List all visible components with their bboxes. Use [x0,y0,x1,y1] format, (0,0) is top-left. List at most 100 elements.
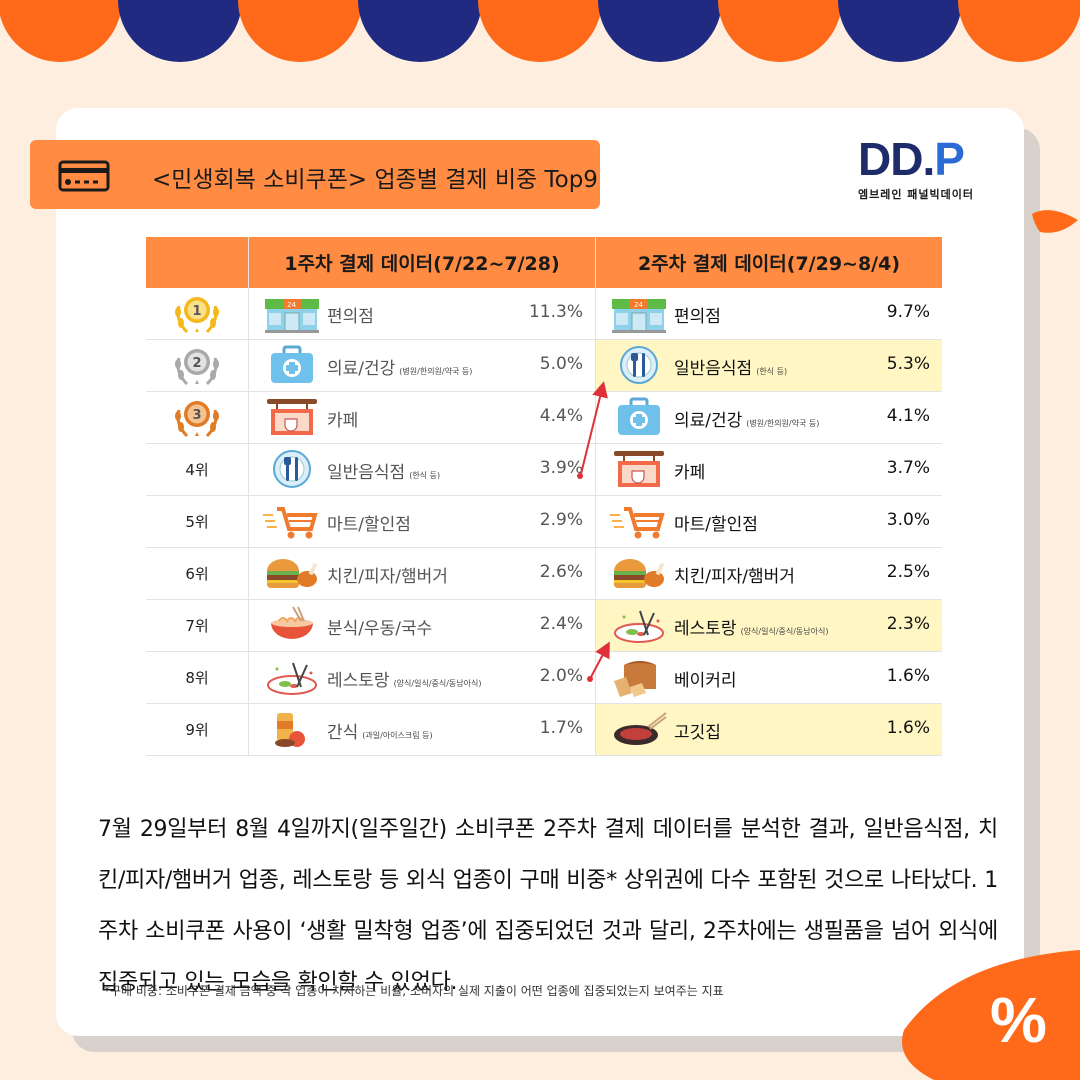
share-percent: 1.6% [886,666,930,686]
logo-mark: DD. [858,133,935,185]
share-percent: 2.3% [886,614,930,634]
rank-label: 4위 [185,461,209,479]
share-percent: 2.5% [886,562,930,582]
scallop [358,0,482,62]
rank-cell: 7위 [146,599,249,652]
category-label: 레스토랑 [674,619,737,639]
category-label: 베이커리 [674,671,737,691]
week2-cell: 카페 3.7% [595,443,942,496]
category-name: 분식/우동/국수 [327,614,432,639]
category-name: 의료/건강 (병원/한의원/약국 등) [674,406,819,431]
week1-cell: 분식/우동/국수 2.4% [248,599,596,652]
category-label: 의료/건강 [674,411,743,431]
bread-icon [610,657,668,697]
week2-cell: 고깃집 1.6% [595,703,942,756]
ranking-table: 1주차 결제 데이터(7/22~7/28) 2주차 결제 데이터(7/29~8/… [146,237,942,756]
category-note: (병원/한의원/약국 등) [746,419,820,428]
rank-cell: 6위 [146,547,249,600]
ddp-logo: DD.P 엠브레인 패널빅데이터 [858,136,998,206]
share-percent: 2.0% [539,666,583,686]
category-label: 편의점 [674,307,721,327]
week1-cell: 일반음식점 (한식 등) 3.9% [248,443,596,496]
rank-cell: 8위 [146,651,249,704]
share-percent: 5.0% [539,354,583,374]
rank-label: 9위 [185,721,209,739]
share-percent: 3.7% [886,458,930,478]
table-row: 7위 분식/우동/국수 2.4% 레스토랑 (양식/일식/중식/동남아식) 2.3% [146,599,942,652]
logo-subtitle: 엠브레인 패널빅데이터 [858,188,975,201]
category-label: 카페 [674,463,706,483]
category-label: 간식 [327,723,359,743]
analysis-paragraph: 7월 29일부터 8월 4일까지(일주일간) 소비쿠폰 2주차 결제 데이터를 … [98,817,998,995]
restaurant-dish-icon [610,605,668,645]
category-name: 마트/할인점 [327,510,411,535]
category-note: (과일/아이스크림 등) [362,731,433,740]
shopping-cart-icon [263,501,321,541]
table-row: 1 24 편의점 11.3% 24 편의점 9.7% [146,288,942,340]
scallop [478,0,602,62]
week1-cell: 24 편의점 11.3% [248,288,596,340]
category-label: 치킨/피자/햄버거 [327,567,448,587]
week2-cell: 레스토랑 (양식/일식/중식/동남아식) 2.3% [595,599,942,652]
week2-cell: 의료/건강 (병원/한의원/약국 등) 4.1% [595,391,942,444]
svg-text:3: 3 [192,408,201,423]
share-percent: 4.1% [886,406,930,426]
scallop [598,0,722,62]
scallop [0,0,122,62]
category-note: (양식/일식/중식/동남아식) [393,679,482,688]
category-label: 카페 [327,411,359,431]
percent-sign: % [990,984,1047,1056]
scallop [118,0,242,62]
category-label: 편의점 [327,307,374,327]
week1-cell: 의료/건강 (병원/한의원/약국 등) 5.0% [248,339,596,392]
restaurant-dish-icon [263,657,321,697]
table-row: 6위 치킨/피자/햄버거 2.6% 치킨/피자/햄버거 2.5% [146,547,942,600]
svg-text:24: 24 [634,301,643,309]
category-label: 고깃집 [674,723,721,743]
table-row: 5위 마트/할인점 2.9% 마트/할인점 3.0% [146,495,942,548]
category-name: 베이커리 [674,666,737,691]
percent-decoration: % [902,950,1080,1080]
category-name: 의료/건강 (병원/한의원/약국 등) [327,354,472,379]
category-name: 일반음식점 (한식 등) [327,458,440,483]
week2-cell: 마트/할인점 3.0% [595,495,942,548]
week1-cell: 레스토랑 (양식/일식/중식/동남아식) 2.0% [248,651,596,704]
scallop [958,0,1080,62]
table-row: 3 카페 4.4% 의료/건강 (병원/한의원/약국 등) 4.1% [146,391,942,444]
shopping-cart-icon [610,501,668,541]
credit-card-icon [58,160,110,192]
burger-chicken-icon [263,553,321,593]
convenience-store-icon: 24 [610,293,668,333]
svg-text:2: 2 [192,356,201,371]
share-percent: 2.6% [539,562,583,582]
week2-cell: 베이커리 1.6% [595,651,942,704]
category-name: 레스토랑 (양식/일식/중식/동남아식) [327,666,482,691]
grilled-meat-icon [610,709,668,749]
share-percent: 2.4% [539,614,583,634]
category-label: 레스토랑 [327,671,390,691]
silver-medal-icon: 2 [175,348,219,385]
cafe-sign-icon [263,397,321,437]
share-percent: 2.9% [539,510,583,530]
week2-cell: 일반음식점 (한식 등) 5.3% [595,339,942,392]
table-row: 2 의료/건강 (병원/한의원/약국 등) 5.0% 일반음식점 (한식 등) 5.3% [146,339,942,392]
category-name: 편의점 [327,302,374,327]
medical-kit-icon [263,345,321,385]
plate-cutlery-icon [610,345,668,385]
category-label: 의료/건강 [327,359,396,379]
week1-cell: 카페 4.4% [248,391,596,444]
category-note: (양식/일식/중식/동남아식) [740,627,829,636]
share-percent: 11.3% [528,302,583,322]
bronze-medal-icon: 3 [175,400,219,437]
svg-text:1: 1 [192,304,201,319]
week1-header: 1주차 결제 데이터(7/22~7/28) [248,237,596,288]
category-label: 치킨/피자/햄버거 [674,567,795,587]
table-row: 9위 간식 (과일/아이스크림 등) 1.7% 고깃집 1.6% [146,703,942,756]
gold-medal-icon: 1 [175,296,219,333]
rank-label: 6위 [185,565,209,583]
table-row: 8위 레스토랑 (양식/일식/중식/동남아식) 2.0% 베이커리 1.6% [146,651,942,704]
share-percent: 3.9% [539,458,583,478]
category-name: 고깃집 [674,718,721,743]
rank-header [146,237,249,288]
category-name: 마트/할인점 [674,510,758,535]
